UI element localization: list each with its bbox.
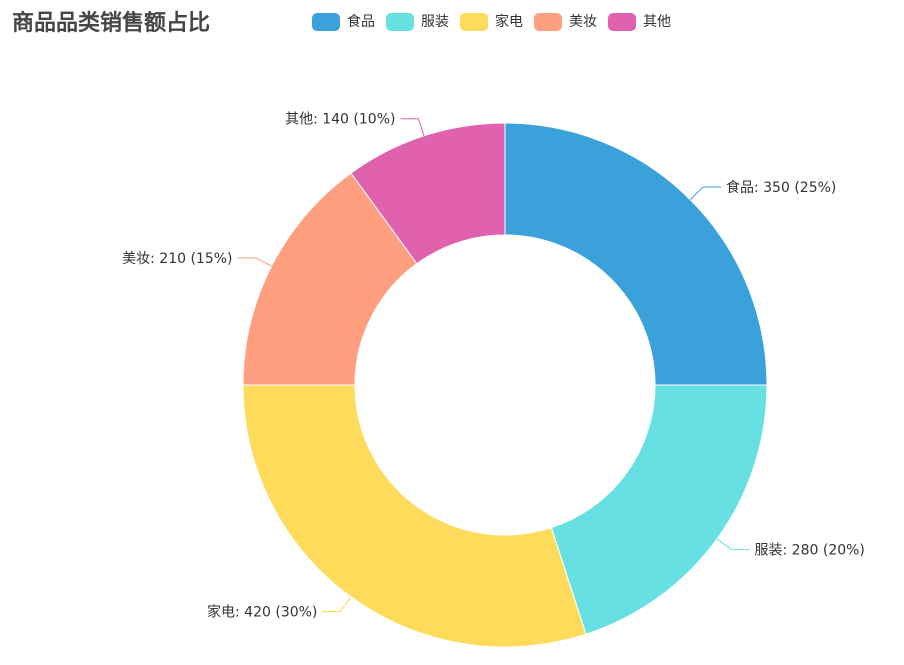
- legend-item-other[interactable]: 其他: [608, 12, 671, 32]
- slice-cosmetics[interactable]: [242, 172, 418, 386]
- leader-line-other: [400, 118, 425, 136]
- chart-legend: 食品 服装 家电 美妆 其他: [312, 12, 682, 32]
- legend-swatch-appliances: [460, 13, 488, 31]
- slice-clothing[interactable]: [550, 384, 768, 635]
- legend-label-appliances: 家电: [495, 14, 523, 30]
- legend-item-appliances[interactable]: 家电: [460, 12, 523, 32]
- slice-label-other: 其他: 140 (10%): [285, 112, 395, 128]
- legend-swatch-cosmetics: [534, 13, 562, 31]
- leader-line-cosmetics: [237, 257, 272, 267]
- legend-item-clothing[interactable]: 服装: [386, 12, 449, 32]
- legend-label-clothing: 服装: [421, 14, 449, 30]
- legend-swatch-other: [608, 13, 636, 31]
- leader-line-clothing: [716, 538, 750, 551]
- legend-swatch-food: [312, 13, 340, 31]
- legend-label-cosmetics: 美妆: [569, 14, 597, 30]
- slice-label-cosmetics: 美妆: 210 (15%): [122, 251, 232, 267]
- legend-item-food[interactable]: 食品: [312, 12, 375, 32]
- legend-label-other: 其他: [643, 14, 671, 30]
- slice-food[interactable]: [504, 122, 768, 386]
- slice-other[interactable]: [350, 122, 506, 265]
- slice-label-food: 食品: 350 (25%): [726, 179, 836, 196]
- legend-item-cosmetics[interactable]: 美妆: [534, 12, 597, 32]
- slice-appliances[interactable]: [242, 384, 587, 648]
- slice-label-clothing: 服装: 280 (20%): [755, 543, 865, 559]
- slice-label-appliances: 家电: 420 (30%): [207, 604, 317, 621]
- leader-line-food: [689, 186, 721, 201]
- chart-title: 商品品类销售额占比: [12, 11, 211, 36]
- leader-line-appliances: [322, 596, 352, 613]
- legend-swatch-clothing: [386, 13, 414, 31]
- legend-label-food: 食品: [347, 14, 375, 30]
